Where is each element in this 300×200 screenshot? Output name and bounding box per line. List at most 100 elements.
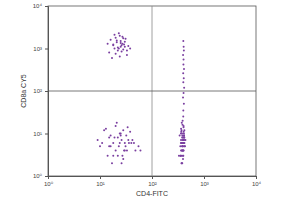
tick-mark (45, 49, 48, 50)
tick-label: 10¹ (96, 181, 105, 187)
point (127, 45, 129, 47)
tick-mark (45, 176, 48, 177)
tick-mark (45, 6, 48, 7)
point (182, 109, 184, 111)
point (122, 158, 124, 160)
point (117, 155, 119, 157)
point (182, 97, 184, 99)
point (97, 139, 99, 141)
point (182, 120, 184, 122)
point (182, 149, 184, 151)
point (121, 139, 123, 141)
point (181, 162, 183, 164)
point (130, 142, 132, 144)
tick-label: 10² (148, 181, 157, 187)
tick-label: 10³ (200, 181, 209, 187)
tick-label: 10⁴ (33, 3, 43, 9)
point (126, 54, 128, 56)
point (182, 149, 184, 151)
point (128, 142, 130, 144)
point (111, 57, 113, 59)
point (115, 37, 117, 39)
tick-mark (152, 176, 153, 179)
point (129, 48, 131, 50)
point (125, 38, 127, 40)
point (120, 133, 122, 135)
point (110, 39, 112, 41)
tick: 10⁰ (44, 176, 54, 187)
point (112, 44, 114, 46)
tick-label: 10² (33, 88, 42, 94)
point (119, 55, 121, 57)
point (122, 129, 124, 131)
point (179, 145, 181, 147)
point (112, 155, 114, 157)
point (182, 72, 184, 74)
point (183, 133, 185, 135)
tick-label: 10⁰ (33, 173, 43, 179)
point (181, 133, 183, 135)
point (105, 128, 107, 130)
point (120, 42, 122, 44)
tick-mark (45, 91, 48, 92)
point (115, 53, 117, 55)
tick: 10¹ (33, 131, 48, 137)
point (120, 40, 122, 42)
point (116, 41, 118, 43)
point (182, 81, 184, 83)
point (116, 39, 118, 41)
point (183, 49, 185, 51)
point (182, 40, 184, 42)
tick-mark (45, 134, 48, 135)
point (180, 128, 182, 130)
point (121, 162, 123, 164)
point (137, 145, 139, 147)
point (183, 137, 185, 139)
point (121, 155, 123, 157)
point (182, 145, 184, 147)
point (183, 46, 185, 48)
tick-mark (100, 176, 101, 179)
tick-label: 10⁰ (44, 181, 54, 187)
tick-label: 10¹ (33, 131, 42, 137)
y-axis: 10⁰10¹10²10³10⁴ (33, 3, 49, 179)
x-axis: 10⁰10¹10²10³10⁴ (44, 176, 262, 187)
point (182, 145, 184, 147)
point (184, 145, 186, 147)
point (117, 49, 119, 51)
point (182, 64, 184, 66)
tick: 10² (33, 88, 48, 94)
point (110, 145, 112, 147)
point (183, 134, 185, 136)
point (115, 149, 117, 151)
point (180, 139, 182, 141)
point (110, 134, 112, 136)
point (116, 122, 118, 124)
tick-mark (204, 176, 205, 179)
point (182, 54, 184, 56)
point (182, 158, 184, 160)
point (113, 34, 115, 36)
tick: 10² (148, 176, 157, 187)
point (182, 155, 184, 157)
point (123, 43, 125, 45)
point (133, 142, 135, 144)
point (183, 137, 185, 139)
point (129, 131, 131, 133)
point (122, 37, 124, 39)
point (113, 48, 115, 50)
point (117, 137, 119, 139)
point (181, 145, 183, 147)
point (183, 92, 185, 94)
point (181, 145, 183, 147)
point (115, 125, 117, 127)
tick: 10¹ (96, 176, 105, 187)
point (127, 139, 129, 141)
point (99, 145, 101, 147)
point (179, 134, 181, 136)
point (103, 129, 105, 131)
point (127, 126, 129, 128)
points (48, 6, 256, 176)
point (108, 137, 110, 139)
tick: 10⁴ (33, 3, 48, 9)
